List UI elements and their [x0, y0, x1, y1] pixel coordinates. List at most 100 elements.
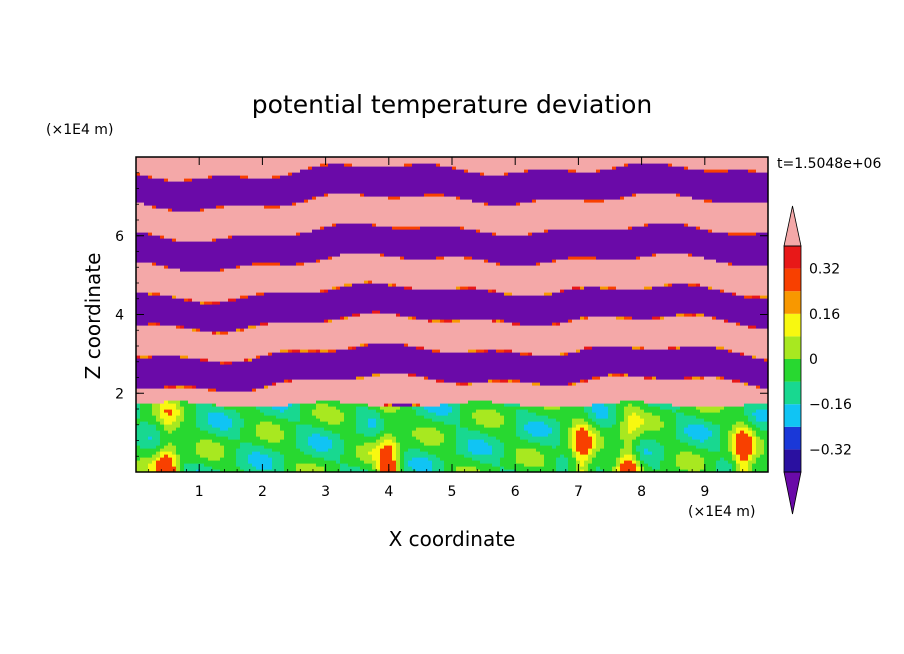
field-cell	[136, 226, 141, 230]
field-cell	[184, 325, 189, 329]
field-cell	[320, 298, 325, 302]
field-cell	[164, 364, 169, 368]
field-cell	[148, 367, 153, 371]
field-cell	[244, 424, 249, 428]
field-cell	[272, 409, 277, 413]
field-cell	[320, 280, 325, 284]
field-cell	[308, 178, 313, 182]
field-cell	[236, 454, 241, 458]
field-cell	[264, 391, 269, 395]
field-cell	[168, 334, 173, 338]
field-cell	[168, 310, 173, 314]
field-cell	[140, 301, 145, 305]
field-cell	[236, 328, 241, 332]
field-cell	[200, 346, 205, 350]
field-cell	[312, 430, 317, 434]
field-cell	[200, 229, 205, 233]
field-cell	[224, 454, 229, 458]
field-cell	[244, 457, 249, 461]
field-cell	[168, 265, 173, 269]
field-cell	[260, 358, 265, 362]
field-cell	[252, 406, 257, 410]
field-cell	[184, 424, 189, 428]
field-cell	[292, 394, 297, 398]
field-cell	[216, 292, 221, 296]
field-cell	[248, 388, 253, 392]
field-cell	[296, 253, 301, 257]
field-cell	[168, 412, 173, 416]
field-cell	[276, 307, 281, 311]
field-cell	[232, 346, 237, 350]
field-cell	[312, 424, 317, 428]
field-cell	[220, 238, 225, 242]
field-cell	[192, 265, 197, 269]
field-cell	[140, 418, 145, 422]
field-cell	[152, 445, 157, 449]
field-cell	[232, 397, 237, 401]
field-cell	[280, 196, 285, 200]
field-cell	[300, 394, 305, 398]
field-cell	[276, 382, 281, 386]
field-cell	[212, 265, 217, 269]
field-cell	[196, 163, 201, 167]
field-cell	[216, 331, 221, 335]
field-cell	[188, 169, 193, 173]
field-cell	[164, 205, 169, 209]
field-cell	[184, 289, 189, 293]
field-cell	[184, 202, 189, 206]
field-cell	[212, 316, 217, 320]
field-cell	[284, 454, 289, 458]
field-cell	[292, 466, 297, 470]
field-cell	[152, 202, 157, 206]
field-cell	[172, 334, 177, 338]
field-cell	[300, 316, 305, 320]
field-cell	[188, 301, 193, 305]
field-cell	[192, 391, 197, 395]
field-cell	[160, 370, 165, 374]
field-cell	[192, 427, 197, 431]
field-cell	[232, 436, 237, 440]
field-cell	[292, 265, 297, 269]
field-cell	[300, 421, 305, 425]
field-cell	[180, 271, 185, 275]
field-cell	[256, 196, 261, 200]
field-cell	[212, 337, 217, 341]
field-cell	[232, 175, 237, 179]
field-cell	[208, 355, 213, 359]
field-cell	[208, 376, 213, 380]
field-cell	[220, 397, 225, 401]
field-cell	[188, 283, 193, 287]
field-cell	[152, 358, 157, 362]
field-cell	[252, 412, 257, 416]
field-cell	[316, 271, 321, 275]
field-cell	[240, 160, 245, 164]
field-cell	[232, 226, 237, 230]
field-cell	[140, 415, 145, 419]
field-cell	[304, 349, 309, 353]
field-cell	[168, 280, 173, 284]
field-cell	[260, 457, 265, 461]
field-cell	[304, 370, 309, 374]
field-cell	[308, 205, 313, 209]
field-cell	[268, 244, 273, 248]
field-cell	[268, 307, 273, 311]
field-cell	[316, 274, 321, 278]
field-cell	[136, 394, 141, 398]
field-cell	[304, 268, 309, 272]
field-cell	[324, 334, 329, 338]
field-cell	[300, 235, 305, 239]
field-cell	[272, 208, 277, 212]
field-cell	[204, 394, 209, 398]
field-cell	[140, 244, 145, 248]
field-cell	[180, 313, 185, 317]
field-cell	[260, 319, 265, 323]
field-cell	[184, 298, 189, 302]
field-cell	[216, 406, 221, 410]
field-cell	[220, 466, 225, 470]
field-cell	[184, 271, 189, 275]
field-cell	[292, 373, 297, 377]
field-cell	[240, 244, 245, 248]
field-cell	[288, 385, 293, 389]
field-cell	[176, 436, 181, 440]
field-cell	[208, 298, 213, 302]
